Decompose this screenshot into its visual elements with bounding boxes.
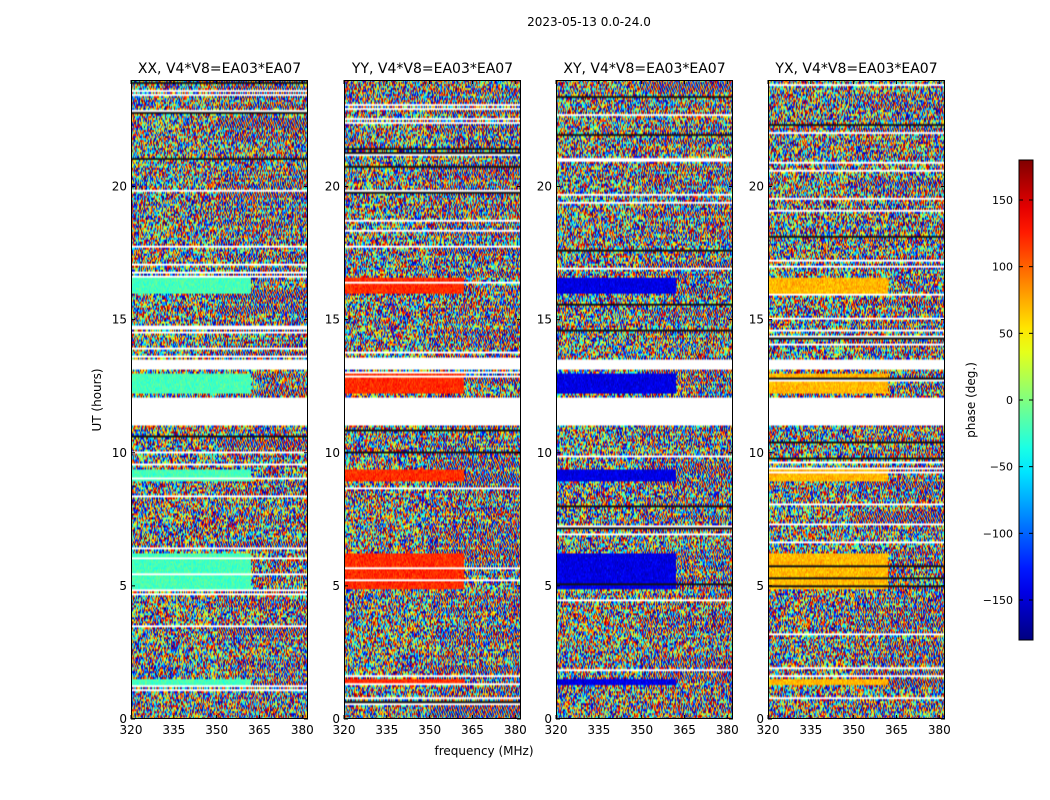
panel-0: XX, V4*V8=EA03*EA07 320 335 350 365 380 0 5 10 15… [112,61,314,737]
x-tick-label: 335 [162,723,185,737]
y-tick-label: 5 [119,579,127,593]
colorbar: −150 −100 −50 0 50 100 150 phase (deg.) [964,159,1034,641]
colorbar-tick-label: −150 [983,594,1013,607]
colorbar-tick-label: 50 [999,327,1013,340]
panel-title: XX, V4*V8=EA03*EA07 [138,61,301,77]
x-tick-label: 320 [120,723,143,737]
x-tick-label: 350 [418,723,441,737]
colorbar-tick-label: 100 [992,261,1013,274]
y-tick-label: 15 [537,313,552,327]
x-tick-label: 335 [587,723,610,737]
colorbar-tick-label: −100 [983,527,1013,540]
x-tick-label: 380 [504,723,527,737]
y-tick-label: 20 [112,180,127,194]
colorbar-tick-label: 0 [1006,394,1013,407]
y-tick-label: 5 [544,579,552,593]
panel-3: YX, V4*V8=EA03*EA07 320 335 350 365 380 0 5 10 15… [749,61,951,737]
colorbar-tick-label: 150 [992,194,1013,207]
x-tick-label: 335 [375,723,398,737]
colorbar-label: phase (deg.) [964,362,978,438]
panel-1: YY, V4*V8=EA03*EA07 320 335 350 365 380 0 5 10 15… [325,61,527,737]
panel-frame [344,80,521,719]
y-axis-label: UT (hours) [90,368,104,431]
phase-raster [556,80,733,719]
y-tick-label: 20 [325,180,340,194]
x-tick-label: 320 [545,723,568,737]
y-tick-label: 5 [756,579,764,593]
x-tick-label: 350 [205,723,228,737]
panel-frame [768,80,945,719]
y-tick-label: 20 [537,180,552,194]
y-tick-label: 20 [749,180,764,194]
y-tick-label: 0 [332,712,340,726]
x-tick-label: 365 [248,723,271,737]
panel-title: YX, V4*V8=EA03*EA07 [774,61,937,77]
y-tick-label: 15 [749,313,764,327]
figure-suptitle: 2023-05-13 0.0-24.0 [527,15,651,29]
x-tick-label: 365 [461,723,484,737]
x-tick-label: 380 [928,723,951,737]
colorbar-tick-label: −50 [990,461,1013,474]
x-tick-label: 365 [885,723,908,737]
panel-frame [556,80,733,719]
x-tick-label: 320 [757,723,780,737]
phase-raster [768,80,945,719]
y-tick-label: 0 [544,712,552,726]
x-tick-label: 350 [842,723,865,737]
x-tick-label: 365 [673,723,696,737]
y-tick-label: 10 [537,446,552,460]
phase-raster [131,80,308,719]
x-axis-label: frequency (MHz) [434,744,533,758]
x-tick-label: 380 [716,723,739,737]
y-tick-label: 0 [756,712,764,726]
y-tick-label: 15 [325,313,340,327]
y-tick-label: 0 [119,712,127,726]
x-tick-label: 350 [630,723,653,737]
y-tick-label: 10 [112,446,127,460]
x-tick-label: 380 [291,723,314,737]
panel-frame [131,80,308,719]
panel-title: YY, V4*V8=EA03*EA07 [351,61,513,77]
y-tick-label: 5 [332,579,340,593]
panel-2: XY, V4*V8=EA03*EA07 320 335 350 365 380 0 5 10 15… [537,61,739,737]
phase-raster [344,80,521,719]
panels-group: XX, V4*V8=EA03*EA07 320 335 350 365 380 0 5 10 15… [112,61,951,737]
y-tick-label: 10 [749,446,764,460]
x-tick-label: 335 [799,723,822,737]
x-tick-label: 320 [333,723,356,737]
y-tick-label: 10 [325,446,340,460]
y-tick-label: 15 [112,313,127,327]
panel-title: XY, V4*V8=EA03*EA07 [563,61,725,77]
